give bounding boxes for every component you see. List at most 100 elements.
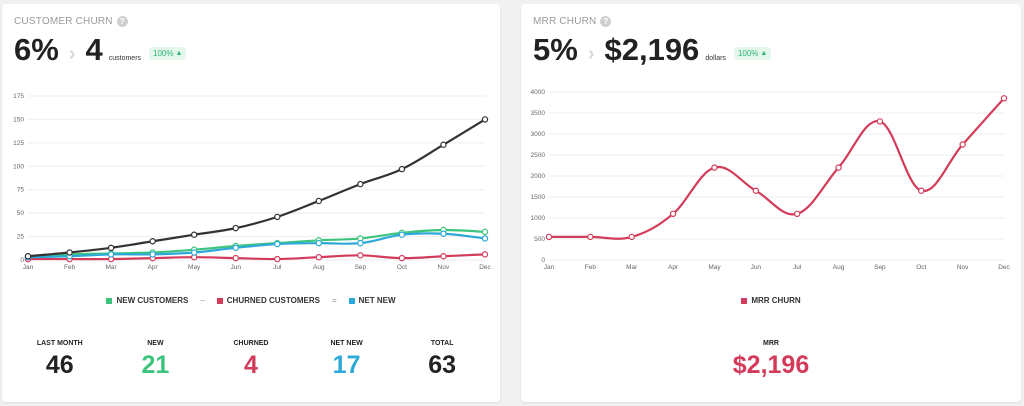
customer-churn-badge-text: 100% — [153, 49, 174, 58]
customer-churn-title: CUSTOMER CHURN ? — [14, 16, 128, 27]
data-point — [107, 244, 115, 252]
mrr-churn-title-text: MRR CHURN — [533, 16, 597, 27]
data-point — [959, 141, 966, 148]
stat-value: 17 — [332, 351, 361, 379]
y-tick-label: 2500 — [531, 152, 546, 159]
data-point — [545, 233, 553, 241]
data-point — [669, 210, 677, 218]
customer-stats: LAST MONTH 46 NEW 21 CHURNED 4 NET NEW 1… — [2, 340, 500, 380]
data-point — [315, 197, 323, 205]
stat-new: NEW 21 — [115, 340, 195, 380]
data-point — [232, 244, 239, 252]
data-point — [398, 254, 406, 262]
mrr-churn-title: MRR CHURN ? — [533, 16, 612, 27]
data-point — [398, 165, 406, 173]
mrr-churn-amount: $2,196 — [604, 32, 700, 67]
stat-value: 63 — [428, 351, 457, 379]
stat-label: NEW — [147, 340, 164, 347]
series-line — [27, 118, 486, 258]
x-tick-label: Feb — [64, 264, 76, 271]
x-tick-label: Jul — [793, 264, 802, 271]
customer-churn-count: 4 — [85, 32, 103, 67]
y-tick-label: 25 — [17, 234, 25, 241]
legend-net-new[interactable]: NET NEW — [348, 296, 396, 305]
legend-equals: = — [331, 296, 337, 305]
question-icon[interactable]: ? — [600, 16, 612, 27]
data-point — [232, 224, 239, 232]
data-point — [357, 252, 364, 259]
customer-churn-badge: 100% ▲ — [149, 47, 187, 60]
data-point — [274, 255, 281, 263]
data-point — [232, 254, 239, 262]
data-point — [1000, 95, 1008, 102]
x-tick-label: Jul — [273, 264, 282, 271]
series-line — [27, 232, 486, 259]
legend-churned-label: CHURNED CUSTOMERS — [226, 296, 320, 305]
mrr-churn-unit: dollars — [705, 55, 726, 62]
x-tick-label: Oct — [397, 264, 407, 271]
y-tick-label: 100 — [13, 163, 24, 170]
y-tick-label: 1000 — [531, 215, 546, 222]
legend-mrr-churn[interactable]: MRR CHURN — [741, 296, 801, 305]
data-point — [440, 230, 447, 237]
stat-total: TOTAL 63 — [402, 340, 482, 380]
x-tick-label: Dec — [479, 264, 491, 271]
customer-churn-card: CUSTOMER CHURN ? 6% › 4 customers 100% ▲… — [2, 4, 500, 402]
x-tick-label: Dec — [998, 264, 1010, 271]
data-point — [315, 253, 323, 261]
data-point — [481, 251, 489, 258]
data-point — [628, 233, 635, 241]
x-tick-label: Feb — [585, 264, 597, 271]
legend-new-customers[interactable]: NEW CUSTOMERS — [106, 296, 188, 305]
x-tick-label: Aug — [833, 264, 845, 271]
data-point — [357, 180, 364, 188]
data-point — [149, 251, 156, 258]
y-tick-label: 175 — [13, 93, 24, 100]
up-caret-icon: ▲ — [760, 50, 768, 57]
stat-value: 46 — [45, 351, 74, 379]
legend-swatch-mrr — [741, 297, 748, 304]
legend-churned-customers[interactable]: CHURNED CUSTOMERS — [216, 296, 320, 305]
data-point — [66, 249, 73, 256]
x-tick-label: Apr — [668, 264, 679, 271]
data-point — [107, 251, 115, 258]
data-point — [481, 235, 489, 242]
data-point — [481, 228, 489, 236]
customer-churn-headline: 6% › 4 customers 100% ▲ — [14, 32, 187, 68]
y-tick-label: 500 — [534, 236, 545, 243]
mrr-churn-card: MRR CHURN ? 5% › $2,196 dollars 100% ▲ 0… — [521, 4, 1021, 402]
x-tick-label: Sep — [355, 264, 367, 271]
data-point — [315, 239, 323, 247]
mrr-stat: MRR $2,196 — [521, 340, 1021, 380]
data-point — [793, 210, 801, 218]
y-tick-label: 2000 — [531, 173, 546, 180]
stat-value: 4 — [244, 351, 258, 379]
stat-last-month: LAST MONTH 46 — [20, 340, 100, 380]
mrr-churn-rate: 5% — [533, 32, 578, 67]
mrr-churn-legend: MRR CHURN — [521, 296, 1021, 305]
data-point — [440, 253, 447, 260]
x-tick-label: Aug — [313, 264, 325, 271]
customer-churn-legend: NEW CUSTOMERS – CHURNED CUSTOMERS = NET … — [2, 296, 500, 305]
y-tick-label: 50 — [17, 210, 25, 217]
chevron-right-icon: › — [68, 43, 76, 65]
data-point — [711, 164, 718, 171]
customer-churn-unit: customers — [108, 55, 142, 62]
y-tick-label: 75 — [17, 187, 25, 194]
customer-churn-rate: 6% — [14, 32, 59, 67]
y-tick-label: 4000 — [531, 89, 546, 96]
stat-value: 21 — [141, 351, 170, 379]
legend-mrr-label: MRR CHURN — [751, 296, 801, 305]
stat-net-new: NET NEW 17 — [307, 340, 387, 380]
data-point — [190, 231, 198, 238]
series-line — [27, 253, 486, 261]
legend-new-label: NEW CUSTOMERS — [116, 296, 189, 305]
chevron-right-icon: › — [587, 43, 595, 65]
legend-net-label: NET NEW — [358, 296, 396, 305]
data-point — [357, 239, 364, 247]
mrr-churn-chart: 0 500 1000 1500 2000 2500 3000 3500 4000 Jan Feb Ma… — [531, 89, 1011, 271]
stat-label: LAST MONTH — [36, 340, 83, 347]
stat-churned: CHURNED 4 — [211, 340, 291, 380]
question-icon[interactable]: ? — [116, 16, 128, 27]
mrr-churn-badge: 100% ▲ — [733, 47, 772, 60]
